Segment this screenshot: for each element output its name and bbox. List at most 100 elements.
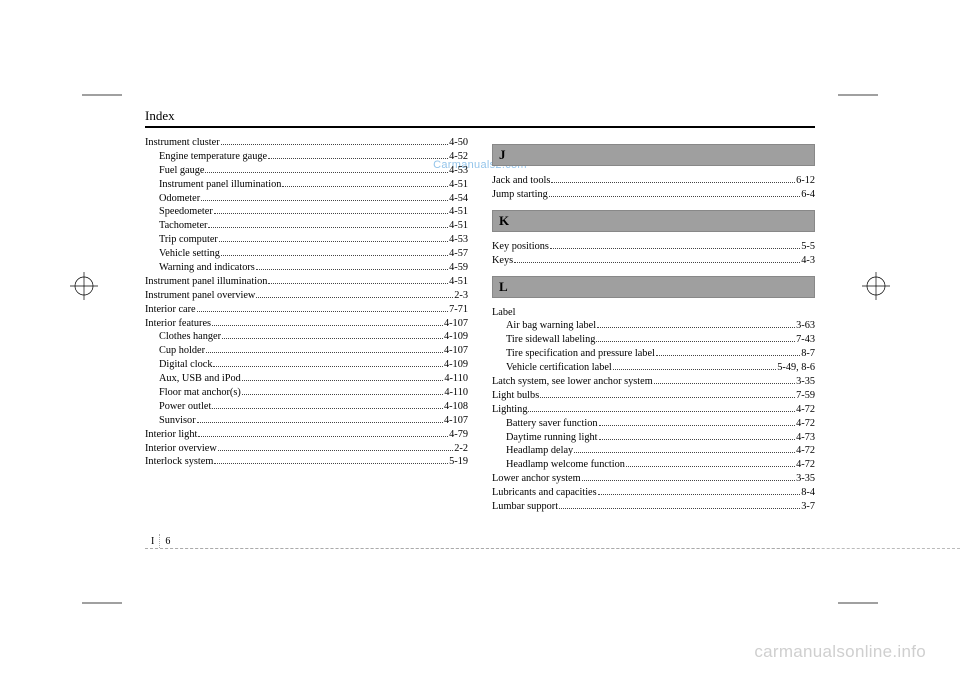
index-entry-page: 5-49, 8-6 — [777, 361, 815, 375]
index-entry-label: Instrument cluster — [145, 136, 220, 150]
index-entry-label: Instrument panel illumination — [145, 275, 267, 289]
index-entry-label: Keys — [492, 254, 513, 268]
index-entry-page: 5-5 — [801, 240, 815, 254]
index-entry: Aux, USB and iPod4-110 — [145, 372, 468, 386]
page-title: Index — [145, 108, 815, 128]
index-entry-label: Instrument panel illumination — [159, 178, 281, 192]
index-entry-page: 4-110 — [444, 386, 468, 400]
leader-dots — [528, 411, 795, 412]
leader-dots — [574, 452, 795, 453]
crop-mark-icon — [82, 596, 122, 610]
leader-dots — [242, 394, 444, 395]
index-entry-page: 8-7 — [801, 347, 815, 361]
leader-dots — [201, 200, 448, 201]
index-entry-page: 4-51 — [449, 219, 468, 233]
leader-dots — [514, 262, 800, 263]
index-entry-label: Vehicle certification label — [506, 361, 612, 375]
index-entry-label: Latch system, see lower anchor system — [492, 375, 653, 389]
index-entry: Cup holder4-107 — [145, 344, 468, 358]
leader-dots — [596, 341, 795, 342]
index-entry-page: 3-7 — [801, 500, 815, 514]
leader-dots — [219, 241, 448, 242]
index-entry-page: 7-43 — [796, 333, 815, 347]
index-entry: Vehicle certification label 5-49, 8-6 — [492, 361, 815, 375]
index-entry-label: Lower anchor system — [492, 472, 581, 486]
index-entry-label: Lumbar support — [492, 500, 558, 514]
index-entry-label: Jack and tools — [492, 174, 550, 188]
index-entry: Label — [492, 306, 815, 320]
index-entry: Interior features4-107 — [145, 317, 468, 331]
leader-dots — [656, 355, 800, 356]
index-entry-label: Headlamp welcome function — [506, 458, 625, 472]
index-entry-page: 4-59 — [449, 261, 468, 275]
index-entry-page: 2-2 — [454, 442, 468, 456]
leader-dots — [549, 196, 800, 197]
leader-dots — [212, 325, 443, 326]
index-entry: Warning and indicators 4-59 — [145, 261, 468, 275]
index-entry-page: 4-53 — [449, 164, 468, 178]
index-entry-label: Air bag warning label — [506, 319, 596, 333]
index-entry-label: Battery saver function — [506, 417, 598, 431]
leader-dots — [599, 439, 796, 440]
leader-dots — [268, 158, 448, 159]
leader-dots — [559, 508, 800, 509]
leader-dots — [268, 283, 448, 284]
page-content: Index Instrument cluster 4-50Engine tempe… — [145, 108, 815, 514]
crop-target-icon — [70, 272, 98, 300]
index-entry-page: 4-107 — [444, 317, 468, 331]
index-entry: Light bulbs7-59 — [492, 389, 815, 403]
leader-dots — [221, 255, 448, 256]
index-entry: Instrument cluster 4-50 — [145, 136, 468, 150]
index-entry-page: 5-19 — [449, 455, 468, 469]
index-entry: Interior light4-79 — [145, 428, 468, 442]
index-entry: Vehicle setting4-57 — [145, 247, 468, 261]
index-entry: Engine temperature gauge4-52 — [145, 150, 468, 164]
index-letter-heading: L — [492, 276, 815, 298]
index-entry-page: 4-108 — [444, 400, 468, 414]
index-entry-page: 4-72 — [796, 444, 815, 458]
index-entry-page: 3-35 — [796, 375, 815, 389]
index-entry-page: 4-50 — [449, 136, 468, 150]
index-entry-page: 6-12 — [796, 174, 815, 188]
index-entry-label: Instrument panel overview — [145, 289, 255, 303]
index-entry: Battery saver function 4-72 — [492, 417, 815, 431]
index-entry-page: 4-51 — [449, 205, 468, 219]
page-footer: I 6 — [145, 548, 815, 549]
leader-dots — [213, 366, 442, 367]
index-entry: Trip computer4-53 — [145, 233, 468, 247]
index-entry-label: Interior overview — [145, 442, 217, 456]
index-entry: Sunvisor4-107 — [145, 414, 468, 428]
index-entry-label: Light bulbs — [492, 389, 539, 403]
index-entry-label: Warning and indicators — [159, 261, 255, 275]
index-entry: Air bag warning label3-63 — [492, 319, 815, 333]
index-entry: Keys 4-3 — [492, 254, 815, 268]
index-entry: Digital clock4-109 — [145, 358, 468, 372]
index-entry: Odometer4-54 — [145, 192, 468, 206]
index-entry-label: Label — [492, 306, 515, 320]
index-entry: Speedometer4-51 — [145, 205, 468, 219]
index-entry: Headlamp delay4-72 — [492, 444, 815, 458]
index-entry-page: 4-51 — [449, 275, 468, 289]
index-entry: Tire specification and pressure label8-7 — [492, 347, 815, 361]
crop-mark-icon — [838, 88, 878, 102]
index-entry: Clothes hanger4-109 — [145, 330, 468, 344]
crop-target-icon — [862, 272, 890, 300]
index-entry-page: 4-3 — [801, 254, 815, 268]
index-entry-page: 4-107 — [444, 344, 468, 358]
leader-dots — [222, 338, 443, 339]
index-right-column: JJack and tools6-12Jump starting6-4KKey … — [492, 136, 815, 514]
leader-dots — [256, 297, 453, 298]
index-entry-page: 4-72 — [796, 417, 815, 431]
index-entry-label: Interior light — [145, 428, 197, 442]
index-entry: Jack and tools 6-12 — [492, 174, 815, 188]
index-entry-label: Digital clock — [159, 358, 212, 372]
index-entry-label: Trip computer — [159, 233, 218, 247]
index-entry-page: 4-57 — [449, 247, 468, 261]
index-entry: Lighting4-72 — [492, 403, 815, 417]
leader-dots — [197, 422, 443, 423]
index-entry-label: Daytime running light — [506, 431, 598, 445]
index-entry: Headlamp welcome function4-72 — [492, 458, 815, 472]
index-entry-label: Odometer — [159, 192, 200, 206]
index-entry-page: 3-35 — [796, 472, 815, 486]
index-entry: Lubricants and capacities8-4 — [492, 486, 815, 500]
